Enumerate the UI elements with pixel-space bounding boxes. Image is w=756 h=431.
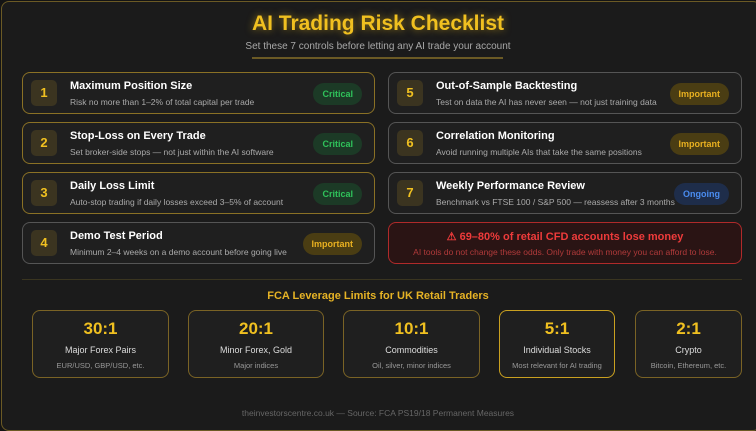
- leverage-card: 2:1 Crypto Bitcoin, Ethereum, etc.: [635, 310, 742, 378]
- section-divider: [22, 279, 742, 280]
- item-number: 4: [31, 230, 57, 256]
- item-number: 6: [397, 130, 423, 156]
- page-title: AI Trading Risk Checklist: [251, 12, 505, 35]
- status-badge: Important: [302, 233, 362, 255]
- warning-title: ⚠ 69–80% of retail CFD accounts lose mon…: [446, 231, 684, 243]
- item-title: Stop-Loss on Every Trade: [70, 130, 206, 142]
- leverage-sub: EUR/USD, GBP/USD, etc.: [56, 361, 145, 370]
- item-desc: Auto-stop trading if daily losses exceed…: [70, 197, 284, 207]
- checklist-item: 6 Correlation Monitoring Avoid running m…: [388, 122, 742, 164]
- item-desc: Minimum 2–4 weeks on a demo account befo…: [70, 247, 287, 257]
- status-badge: Important: [669, 83, 729, 105]
- status-badge: Critical: [313, 183, 362, 205]
- status-badge: Important: [669, 133, 729, 155]
- leverage-ratio: 20:1: [238, 319, 274, 338]
- item-number: 2: [31, 130, 57, 156]
- leverage-label: Commodities: [385, 345, 438, 355]
- checklist-item: 5 Out-of-Sample Backtesting Test on data…: [388, 72, 742, 114]
- leverage-label: Individual Stocks: [523, 345, 591, 355]
- status-badge: Ongoing: [674, 183, 729, 205]
- leverage-card: 10:1 Commodities Oil, silver, minor indi…: [343, 310, 480, 378]
- checklist-item: 2 Stop-Loss on Every Trade Set broker-si…: [22, 122, 375, 164]
- leverage-ratio: 30:1: [83, 319, 118, 338]
- warning-box: ⚠ 69–80% of retail CFD accounts lose mon…: [388, 222, 742, 264]
- item-desc: Avoid running multiple AIs that take the…: [436, 147, 642, 157]
- leverage-card: 20:1 Minor Forex, Gold Major indices: [188, 310, 324, 378]
- item-title: Weekly Performance Review: [436, 180, 585, 192]
- title-divider: [252, 57, 503, 59]
- leverage-ratio: 2:1: [676, 319, 701, 338]
- leverage-card: 30:1 Major Forex Pairs EUR/USD, GBP/USD,…: [32, 310, 169, 378]
- checklist-item: 3 Daily Loss Limit Auto-stop trading if …: [22, 172, 375, 214]
- item-desc: Set broker-side stops — not just within …: [70, 147, 274, 157]
- warning-desc: AI tools do not change these odds. Only …: [413, 247, 717, 257]
- leverage-sub: Oil, silver, minor indices: [372, 361, 451, 370]
- item-title: Maximum Position Size: [70, 80, 193, 92]
- status-badge: Critical: [313, 83, 362, 105]
- leverage-ratio: 5:1: [544, 319, 570, 338]
- leverage-title: FCA Leverage Limits for UK Retail Trader…: [267, 290, 489, 302]
- item-title: Daily Loss Limit: [70, 180, 155, 192]
- item-title: Correlation Monitoring: [436, 130, 555, 142]
- leverage-sub: Most relevant for AI trading: [512, 361, 602, 370]
- checklist-item: 7 Weekly Performance Review Benchmark vs…: [388, 172, 742, 214]
- leverage-sub: Bitcoin, Ethereum, etc.: [650, 361, 727, 370]
- item-number: 1: [31, 80, 57, 106]
- checklist-item: 4 Demo Test Period Minimum 2–4 weeks on …: [22, 222, 375, 264]
- leverage-label: Minor Forex, Gold: [219, 345, 293, 355]
- item-number: 5: [397, 80, 423, 106]
- leverage-sub: Major indices: [233, 361, 279, 370]
- checklist-item: 1 Maximum Position Size Risk no more tha…: [22, 72, 375, 114]
- item-desc: Risk no more than 1–2% of total capital …: [70, 97, 255, 107]
- item-title: Demo Test Period: [70, 230, 163, 242]
- leverage-label: Major Forex Pairs: [64, 345, 136, 355]
- leverage-ratio: 10:1: [394, 319, 429, 338]
- item-number: 7: [397, 180, 423, 206]
- item-desc: Test on data the AI has never seen — not…: [436, 97, 657, 107]
- leverage-label: Crypto: [675, 345, 702, 355]
- status-badge: Critical: [313, 133, 362, 155]
- page-subtitle: Set these 7 controls before letting any …: [245, 41, 511, 52]
- leverage-card: 5:1 Individual Stocks Most relevant for …: [499, 310, 615, 378]
- item-desc: Benchmark vs FTSE 100 / S&P 500 — reasse…: [436, 197, 675, 207]
- item-number: 3: [31, 180, 57, 206]
- footer-source: theinvestorscentre.co.uk — Source: FCA P…: [241, 408, 515, 418]
- item-title: Out-of-Sample Backtesting: [436, 80, 578, 92]
